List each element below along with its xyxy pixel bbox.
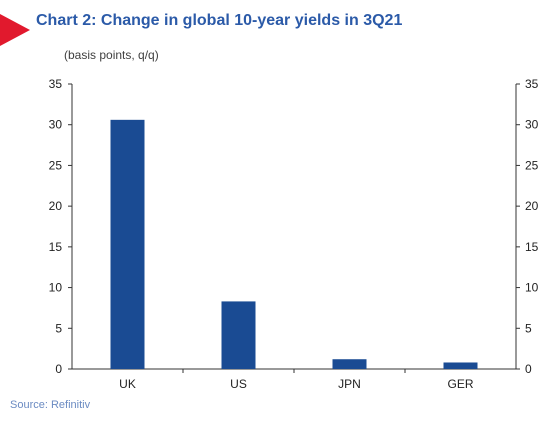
right-tick-label: 10 [525,281,539,295]
right-tick-label: 20 [525,199,539,213]
left-tick-label: 5 [55,321,62,335]
right-tick-label: 15 [525,240,539,254]
bar-uk [110,119,145,369]
category-label: GER [447,377,473,391]
category-label: US [230,377,247,391]
left-tick-label: 35 [49,77,63,91]
left-tick-label: 20 [49,199,63,213]
left-tick-label: 15 [49,240,63,254]
x-axis: UK US JPN GER [72,368,516,391]
category-label: JPN [338,377,361,391]
right-tick-label: 25 [525,158,539,172]
bar-ger [443,362,478,369]
category-label: UK [119,377,136,391]
left-y-axis: 0 5 10 15 20 25 30 35 [49,77,73,376]
bars [110,119,478,369]
chart-subtitle: (basis points, q/q) [64,48,159,62]
right-tick-label: 0 [525,362,532,376]
right-y-axis: 0 5 10 15 20 25 30 35 [515,77,539,376]
left-tick-label: 25 [49,158,63,172]
bar-us [221,301,256,369]
title-marker-triangle [0,14,30,46]
bar-jpn [332,359,367,369]
right-tick-label: 5 [525,321,532,335]
chart-title: Chart 2: Change in global 10-year yields… [36,12,403,29]
left-tick-label: 10 [49,281,63,295]
left-tick-label: 30 [49,118,63,132]
right-tick-label: 35 [525,77,539,91]
right-tick-label: 30 [525,118,539,132]
left-tick-label: 0 [55,362,62,376]
source-note: Source: Refinitiv [10,399,91,411]
